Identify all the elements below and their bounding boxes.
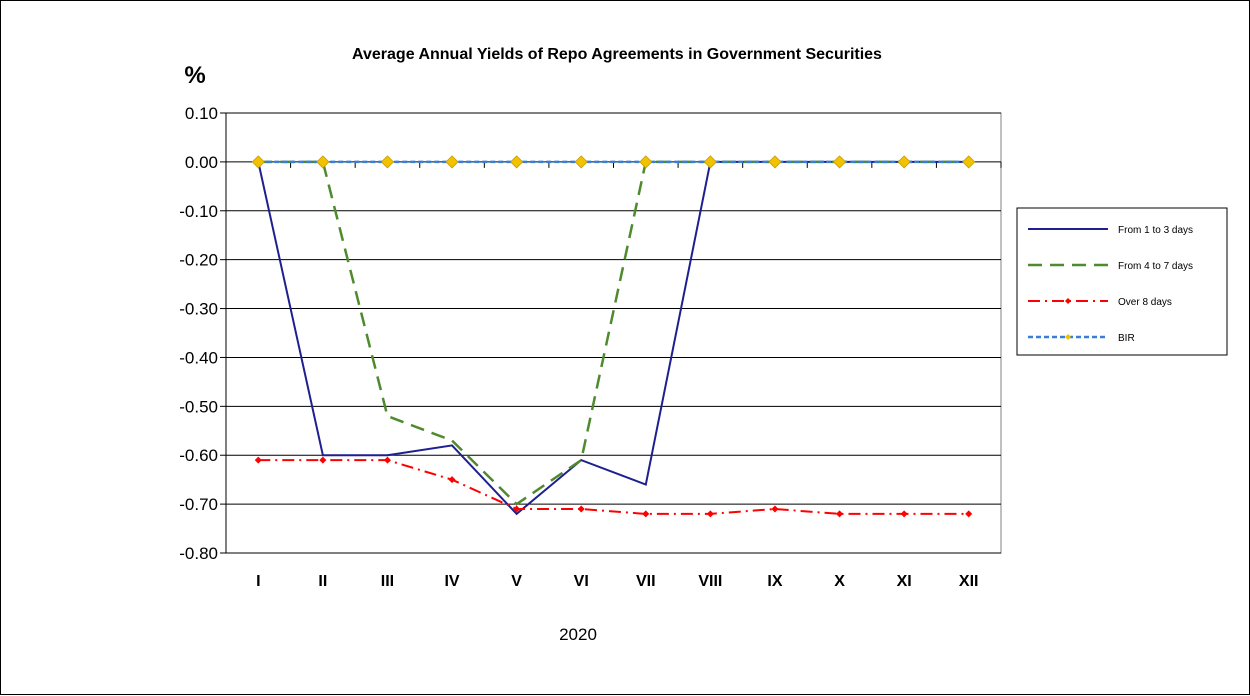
- x-tick-label: VI: [574, 573, 589, 590]
- series-2: [258, 160, 969, 506]
- series-line: [258, 160, 969, 506]
- series-4: [251, 155, 976, 169]
- y-tick-label: -0.10: [179, 202, 218, 221]
- legend-entry-label: BIR: [1118, 333, 1135, 344]
- x-tick-label: IV: [444, 573, 459, 590]
- x-tick-label: II: [318, 573, 327, 590]
- legend-entry-label: From 1 to 3 days: [1118, 225, 1193, 236]
- series-line: [258, 459, 969, 515]
- legend-box: [1016, 207, 1228, 356]
- data-point: [962, 155, 976, 169]
- data-point: [639, 155, 653, 169]
- data-point: [706, 510, 714, 518]
- x-tick-label: VII: [636, 573, 656, 590]
- x-tick-label: VIII: [698, 573, 722, 590]
- data-point: [832, 155, 847, 169]
- y-tick-label: -0.60: [179, 446, 218, 465]
- data-point: [380, 155, 395, 169]
- y-tick-label: -0.30: [179, 300, 218, 319]
- x-axis-label: 2020: [559, 625, 597, 644]
- legend-entry-label: Over 8 days: [1118, 297, 1172, 308]
- x-tick-label: I: [256, 573, 260, 590]
- legend-marker: [1065, 334, 1071, 340]
- data-point: [383, 456, 391, 464]
- data-point: [510, 155, 524, 169]
- data-point: [513, 505, 521, 513]
- data-point: [577, 505, 585, 513]
- series-3: [254, 456, 973, 518]
- x-tick-label: XII: [959, 573, 979, 590]
- legend-marker: [1065, 298, 1071, 304]
- y-tick-label: -0.50: [179, 397, 218, 416]
- data-point: [965, 510, 973, 518]
- data-point: [900, 510, 908, 518]
- data-point: [836, 510, 844, 518]
- data-point: [448, 476, 456, 484]
- x-tick-label: XI: [897, 573, 912, 590]
- data-point: [768, 155, 782, 169]
- y-tick-label: -0.70: [179, 495, 218, 514]
- series-layer: [251, 155, 976, 518]
- data-point: [642, 510, 650, 518]
- x-tick-label: IX: [767, 573, 782, 590]
- y-tick-label: 0.00: [185, 153, 218, 172]
- data-point: [319, 456, 327, 464]
- y-tick-label: -0.40: [179, 348, 218, 367]
- y-tick-label: -0.20: [179, 251, 218, 270]
- data-point: [316, 155, 330, 169]
- data-point: [703, 155, 717, 169]
- data-point: [254, 456, 262, 464]
- x-axis-ticks: I II III IV V VI VII VIII IX X XI XII: [225, 161, 1002, 590]
- legend: From 1 to 3 days From 4 to 7 days Over 8 d…: [1016, 207, 1228, 356]
- x-tick-label: X: [834, 573, 845, 590]
- y-tick-label: -0.80: [179, 544, 218, 563]
- y-axis-ticks: 0.10 0.00 -0.10 -0.20 -0.30 -0.40 -0.50 -0.60 -0…: [179, 104, 226, 563]
- plot-area-border: [225, 112, 1002, 554]
- data-point: [251, 155, 265, 169]
- data-point: [771, 505, 779, 513]
- grid-lines: [225, 112, 1002, 554]
- data-point: [445, 155, 459, 169]
- x-tick-label: III: [381, 573, 394, 590]
- chart-title: Average Annual Yields of Repo Agreements…: [352, 46, 882, 63]
- legend-entry-label: From 4 to 7 days: [1118, 261, 1193, 272]
- y-tick-label: 0.10: [185, 104, 218, 123]
- x-tick-label: V: [511, 573, 522, 590]
- data-point: [574, 155, 588, 169]
- y-axis-unit-label: %: [184, 62, 205, 89]
- data-point: [897, 155, 911, 169]
